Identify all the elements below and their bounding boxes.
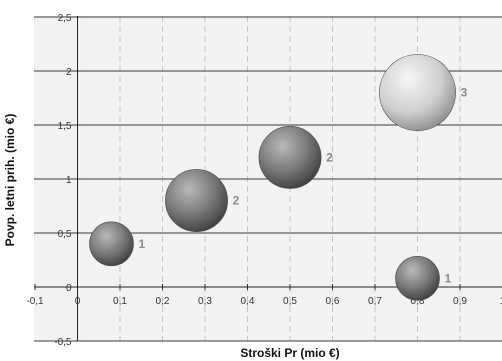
bubble-mark (379, 54, 456, 132)
y-tick-label: 1,5 (58, 121, 72, 132)
bubble: 3 (379, 54, 468, 132)
bubble-label: 3 (461, 86, 468, 100)
x-tick-label: 0,2 (156, 296, 170, 307)
x-tick-label: 0,6 (326, 296, 340, 307)
bubble-label: 1 (445, 271, 452, 285)
y-tick-label: -0,5 (54, 337, 72, 348)
y-tick-label: 2,5 (58, 13, 72, 24)
y-tick-label: 0 (66, 283, 72, 294)
bubble-label: 2 (326, 150, 333, 164)
x-axis-title: Stroški Pr (mio €) (240, 346, 339, 360)
x-tick-label: 0,8 (411, 296, 425, 307)
bubble-mark (89, 221, 134, 267)
bubble: 2 (258, 125, 333, 189)
bubbles: 1 2 2 3 1 (89, 54, 468, 301)
x-tick-label: 0,1 (113, 296, 127, 307)
bubble-label: 1 (139, 237, 146, 251)
bubble: 1 (395, 256, 452, 301)
x-tick-label: 0,7 (368, 296, 382, 307)
bubble-label: 2 (233, 194, 240, 208)
x-tick-label: 0,5 (283, 296, 297, 307)
x-tick-label: 1 (500, 296, 502, 307)
bubble-mark (165, 169, 228, 233)
bubble: 1 (89, 221, 146, 267)
y-tick-label: 1 (66, 175, 72, 186)
x-tick-label: 0,9 (453, 296, 467, 307)
x-tick-label: -0,1 (26, 296, 44, 307)
bubble: 2 (165, 169, 240, 233)
x-tick-label: 0,4 (241, 296, 255, 307)
axes: -0,100,10,20,30,40,50,60,70,80,91-0,500,… (26, 13, 502, 348)
y-axis-title: Povp. letni prih. (mio €) (3, 114, 17, 247)
bubble-mark (395, 256, 440, 301)
x-tick-label: 0,3 (198, 296, 212, 307)
y-tick-label: 2 (66, 67, 72, 78)
bubble-mark (258, 125, 322, 189)
y-tick-label: 0,5 (58, 229, 72, 240)
